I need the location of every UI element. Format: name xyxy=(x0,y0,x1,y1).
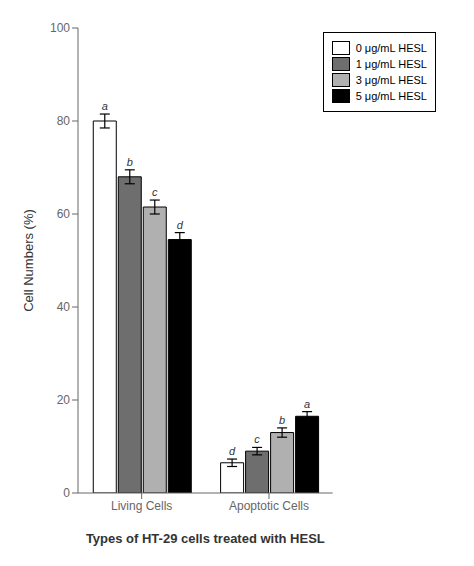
html-text:5 μg/mL HESL: 5 μg/mL HESL xyxy=(355,90,427,102)
html-text:0 μg/mL HESL: 0 μg/mL HESL xyxy=(355,42,427,54)
svg-text:20: 20 xyxy=(57,393,71,407)
svg-text:Apoptotic Cells: Apoptotic Cells xyxy=(229,499,309,513)
svg-text:60: 60 xyxy=(57,207,71,221)
svg-text:c: c xyxy=(254,433,260,445)
svg-text:b: b xyxy=(127,156,133,168)
html-text:3 μg/mL HESL: 3 μg/mL HESL xyxy=(355,74,427,86)
svg-text:80: 80 xyxy=(57,114,71,128)
svg-text:a: a xyxy=(304,398,310,410)
svg-text:100: 100 xyxy=(50,21,70,35)
svg-text:0: 0 xyxy=(63,486,70,500)
svg-text:b: b xyxy=(279,414,285,426)
svg-text:Living Cells: Living Cells xyxy=(111,499,172,513)
svg-text:c: c xyxy=(152,186,158,198)
html-text:1 μg/mL HESL: 1 μg/mL HESL xyxy=(355,58,427,70)
svg-text:Cell Numbers (%): Cell Numbers (%) xyxy=(21,209,36,312)
svg-text:d: d xyxy=(229,445,236,457)
svg-text:Types of HT-29 cells treated w: Types of HT-29 cells treated with HESL xyxy=(86,531,325,546)
svg-text:a: a xyxy=(102,100,108,112)
svg-text:40: 40 xyxy=(57,300,71,314)
svg-text:d: d xyxy=(177,219,184,231)
